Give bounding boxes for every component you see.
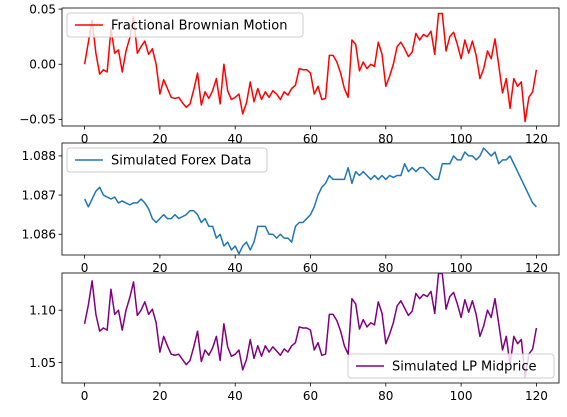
- x-tick-label: 100: [450, 389, 473, 403]
- x-tick-label: 80: [378, 389, 393, 403]
- legend: Fractional Brownian Motion: [67, 13, 303, 37]
- x-tick-label: 100: [450, 132, 473, 146]
- y-tick-label: 1.10: [29, 303, 56, 317]
- y-tick-label: −0.05: [19, 113, 56, 127]
- legend-label: Fractional Brownian Motion: [111, 19, 287, 34]
- y-tick-label: 1.087: [22, 188, 56, 202]
- legend-label: Simulated LP Midprice: [392, 360, 536, 375]
- x-tick-label: 80: [378, 132, 393, 146]
- y-tick-label: 0.05: [29, 2, 56, 16]
- x-tick-label: 60: [303, 389, 318, 403]
- subplot-fractional-brownian-motion: 0 20 40 60 80 100 120 0.05 0.00 −0.05 Fractional B…: [19, 2, 559, 146]
- x-tick-label: 40: [228, 389, 243, 403]
- legend: Simulated LP Midprice: [348, 354, 554, 378]
- legend-label: Simulated Forex Data: [111, 154, 252, 169]
- legend: Simulated Forex Data: [67, 148, 267, 172]
- x-tick-label: 20: [152, 389, 167, 403]
- x-tick-label: 120: [525, 389, 548, 403]
- x-tick-label: 0: [81, 132, 89, 146]
- subplot-simulated-lp-midprice: 0 20 40 60 80 100 120 1.05 1.10 Simulated LP Midp…: [29, 273, 559, 403]
- y-tick-label: 1.086: [22, 228, 56, 242]
- x-tick-label: 40: [228, 132, 243, 146]
- x-tick-label: 120: [525, 132, 548, 146]
- y-tick-label: 1.088: [22, 149, 56, 163]
- x-tick-label: 20: [152, 132, 167, 146]
- y-tick-label: 1.05: [29, 356, 56, 370]
- y-tick-label: 0.00: [29, 58, 56, 72]
- x-tick-label: 0: [81, 389, 89, 403]
- x-tick-label: 60: [303, 132, 318, 146]
